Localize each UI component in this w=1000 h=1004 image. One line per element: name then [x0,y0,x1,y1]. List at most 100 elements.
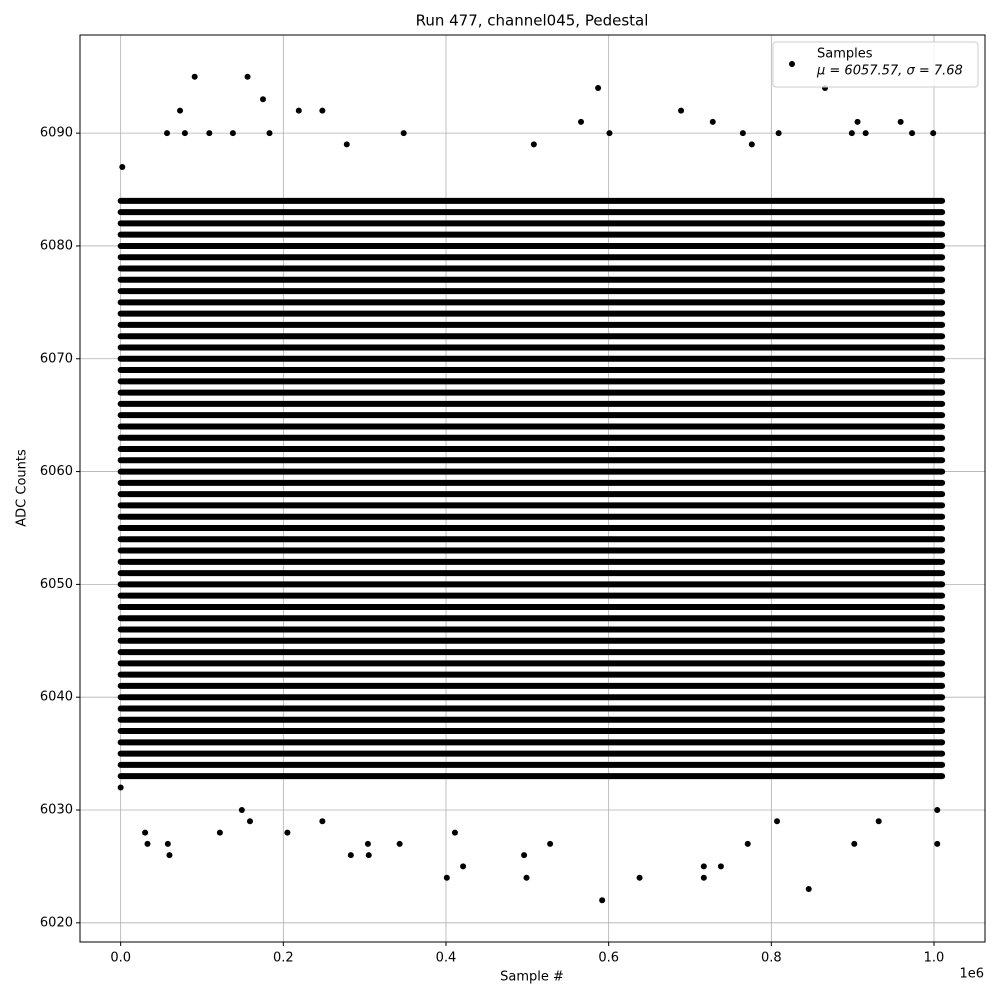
sample-row [117,220,946,227]
sample-row [117,502,946,509]
sample-row [117,276,946,283]
sample-row [117,671,946,678]
sample-point [443,874,450,881]
sample-point [739,130,746,137]
sample-point [295,107,302,114]
sample-point [775,130,782,137]
sample-point [744,840,751,847]
sample-row [117,694,946,701]
sample-point [177,107,184,114]
sample-point [117,784,124,791]
sample-row [117,682,946,689]
legend-marker [789,61,795,67]
legend-note: μ = 6057.57, σ = 7.68 [816,64,963,79]
sample-point [164,840,171,847]
x-axis-label: Sample # [500,970,564,985]
sample-row [117,513,946,520]
plot-frame [79,34,986,943]
sample-point [700,874,707,881]
sample-point [530,141,537,148]
sample-point [347,852,354,859]
sample-point [700,863,707,870]
sample-point [244,73,251,80]
sample-point [547,840,554,847]
sample-row [117,423,946,430]
sample-row [117,728,946,735]
sample-point [578,118,585,125]
sample-point [400,130,407,137]
sample-row [117,333,946,340]
sample-point [909,130,916,137]
sample-point [595,85,602,92]
sample-point [606,130,613,137]
sample-point [119,163,126,170]
x-tick-label: 0.8 [761,951,782,966]
y-axis-label: ADC Counts [15,449,30,527]
sample-row [117,434,946,441]
sample-row [117,378,946,385]
sample-row [117,547,946,554]
y-tick-label: 6020 [40,915,73,930]
x-tick-label: 0.2 [273,951,294,966]
sample-row [117,716,946,723]
sample-row [117,242,946,249]
sample-point [319,107,326,114]
sample-point [319,818,326,825]
sample-row [117,197,946,204]
sample-point [678,107,685,114]
sample-row [117,649,946,656]
x-offset-label: 1e6 [959,967,984,982]
sample-point [142,829,149,836]
sample-row [117,637,946,644]
y-tick-label: 6040 [40,690,73,705]
sample-point [206,130,213,137]
sample-row [117,400,946,407]
y-tick-label: 6090 [40,126,73,141]
y-tick-label: 6080 [40,238,73,253]
sample-point [717,863,724,870]
sample-row [117,288,946,295]
sample-point [523,874,530,881]
legend: Samples μ = 6057.57, σ = 7.68 [772,41,979,88]
sample-point [246,818,253,825]
sample-point [709,118,716,125]
sample-row [117,524,946,531]
sample-row [117,412,946,419]
sample-point [748,141,755,148]
sample-point [934,807,941,814]
y-tick-label: 6050 [40,577,73,592]
sample-row [117,581,946,588]
sample-point [934,840,941,847]
sample-point [284,829,291,836]
sample-point [191,73,198,80]
sample-row [117,321,946,328]
sample-point [805,885,812,892]
sample-point [364,840,371,847]
sample-point [451,829,458,836]
sample-row [117,355,946,362]
chart-title: Run 477, channel045, Pedestal [416,12,649,30]
sample-point [166,852,173,859]
sample-row [117,558,946,565]
legend-label: Samples [817,47,873,62]
sample-point [238,807,245,814]
sample-point [144,840,151,847]
sample-row [117,479,946,486]
sample-point [266,130,273,137]
sample-row [117,209,946,216]
sample-row [117,367,946,374]
sample-point [774,818,781,825]
sample-row [117,344,946,351]
y-tick-label: 6060 [40,464,73,479]
sample-row [117,310,946,317]
x-tick-label: 1.0 [924,951,945,966]
sample-row [117,446,946,453]
sample-row [117,231,946,238]
sample-row [117,265,946,272]
sample-row [117,761,946,768]
x-tick-label: 0.6 [598,951,619,966]
sample-row [117,750,946,757]
legend-box [772,41,979,88]
